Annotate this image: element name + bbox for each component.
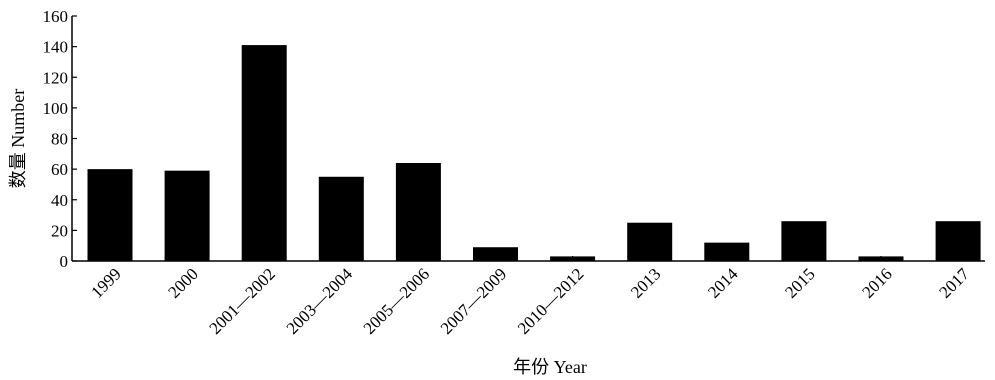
y-tick-label: 80 [51,130,68,149]
x-tick-label: 2000 [164,264,201,301]
y-tick-label: 40 [51,191,68,210]
bars [87,45,981,261]
x-tick-label: 2015 [781,264,818,301]
x-tick-label: 2005—2006 [360,264,434,338]
y-tick-label: 160 [43,7,69,26]
x-tick-label: 2003—2004 [283,264,357,338]
x-tick-label: 2017 [935,264,973,302]
x-tick-label: 2013 [627,264,664,301]
x-axis-ticks: 1999 2000 2001—2002 2003—2004 2005—2006 2007—… [87,256,973,338]
y-tick-label: 60 [51,160,68,179]
x-tick-label: 1999 [87,264,124,301]
x-tick-label: 2016 [858,264,895,301]
y-axis-ticks: 0 20 40 60 80 100 120 140 160 [43,7,77,271]
bar [935,221,981,261]
y-axis-label: 数量 Number [8,89,28,188]
bar [87,169,133,261]
bar [318,176,364,261]
bar [241,45,287,261]
x-tick-label: 2010—2012 [514,264,588,338]
x-axis-label: 年份 Year [513,357,587,377]
y-tick-label: 100 [43,99,69,118]
x-tick-label: 2014 [704,264,742,302]
bar [781,221,827,261]
bar [164,170,210,261]
x-tick-label: 2007—2009 [437,264,511,338]
y-tick-label: 140 [43,38,69,57]
bar [704,242,750,261]
x-tick-label: 2001—2002 [205,264,279,338]
y-tick-label: 120 [43,68,69,87]
bar [627,222,673,261]
bar [395,163,441,261]
bar [473,247,518,261]
y-tick-label: 0 [60,252,69,271]
y-tick-label: 20 [51,221,68,240]
